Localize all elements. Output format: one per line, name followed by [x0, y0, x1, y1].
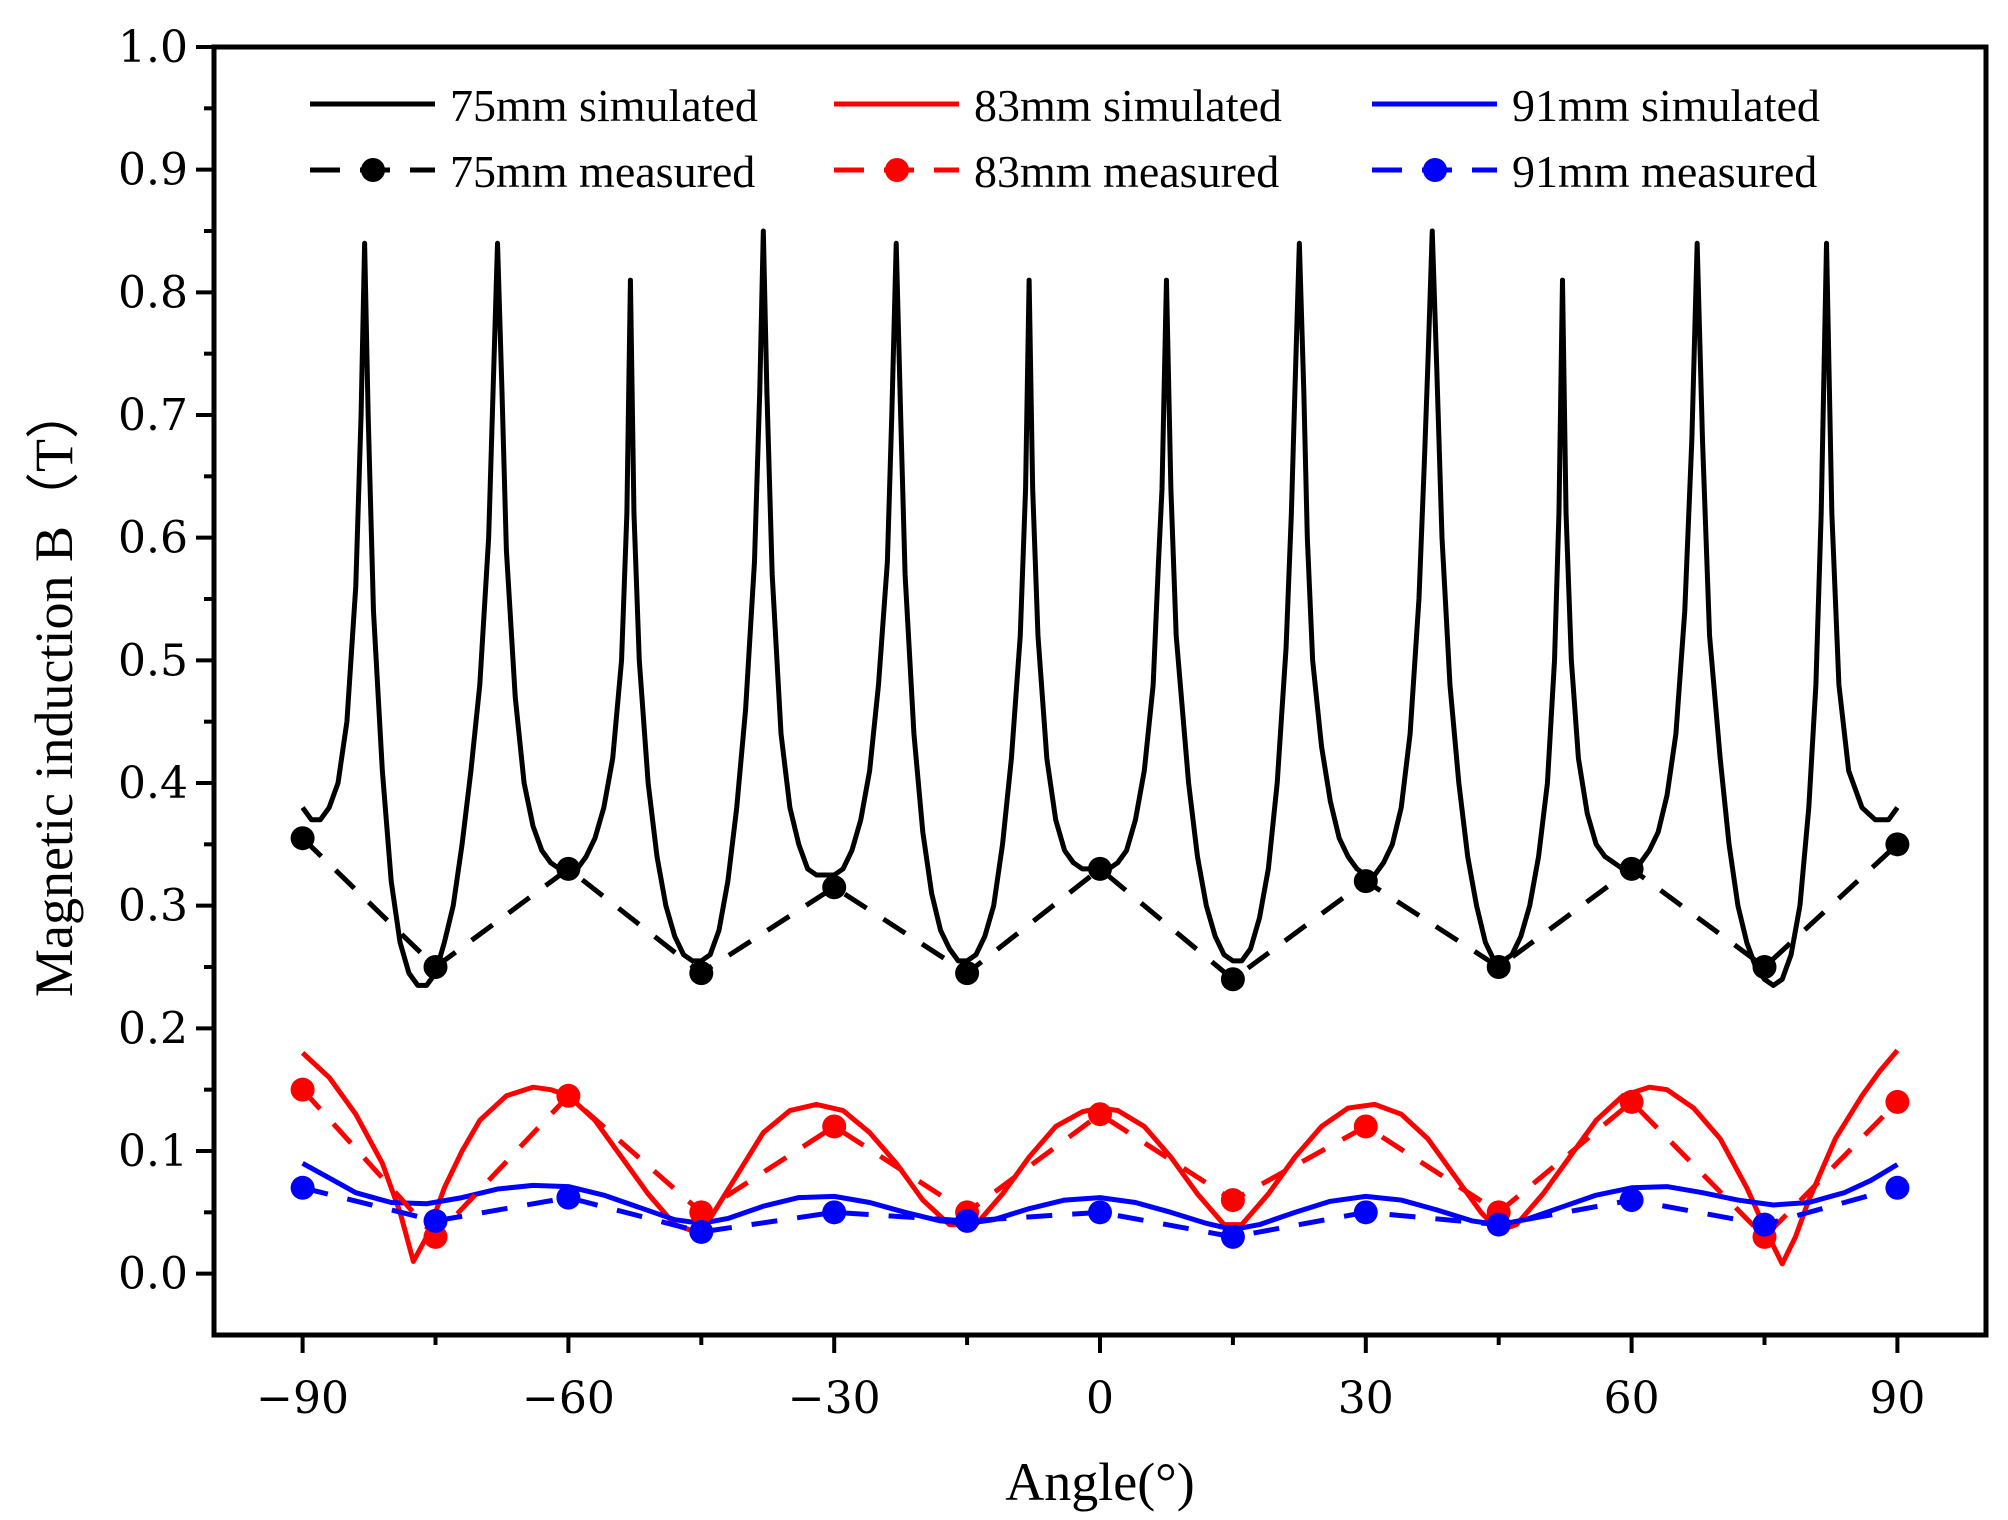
data-point-91mm-measured: [290, 1175, 315, 1200]
data-point-91mm-measured: [1619, 1188, 1644, 1213]
data-point-75mm-measured: [1088, 856, 1112, 881]
data-point-83mm-measured: [1619, 1089, 1644, 1114]
legend-item-83mm-simulated: 83mm simulated: [834, 80, 1282, 131]
data-point-91mm-measured: [955, 1208, 980, 1233]
x-tick-label: −60: [522, 1373, 615, 1424]
data-point-83mm-measured: [689, 1200, 714, 1225]
legend-label: 75mm simulated: [450, 80, 758, 131]
y-axis-title: Magnetic induction B（T）: [24, 385, 84, 997]
data-point-75mm-measured: [1619, 856, 1644, 881]
y-tick-label: 0.4: [118, 758, 188, 809]
data-point-91mm-measured: [1486, 1212, 1511, 1237]
y-tick-label: 0.6: [118, 513, 188, 564]
legend-item-83mm-measured: 83mm measured: [834, 146, 1279, 197]
y-tick-label: 0.2: [118, 1003, 188, 1054]
data-point-75mm-measured: [955, 961, 980, 986]
data-point-91mm-measured: [822, 1200, 847, 1225]
data-point-83mm-measured: [290, 1077, 315, 1102]
legend-label: 91mm simulated: [1512, 80, 1820, 131]
legend-marker: [1423, 158, 1447, 182]
data-point-75mm-measured: [822, 875, 847, 900]
data-point-83mm-measured: [556, 1083, 581, 1108]
legend-label: 83mm simulated: [974, 80, 1282, 131]
data-point-75mm-measured: [290, 826, 315, 851]
data-point-75mm-measured: [556, 856, 581, 881]
data-point-75mm-measured: [423, 955, 448, 979]
data-point-91mm-measured: [1885, 1175, 1910, 1200]
legend-label: 83mm measured: [974, 146, 1279, 197]
data-point-83mm-measured: [822, 1114, 847, 1139]
data-point-91mm-measured: [1088, 1200, 1112, 1225]
y-tick-label: 0.3: [118, 881, 188, 932]
data-point-75mm-measured: [1885, 832, 1910, 857]
marker-layer: [290, 826, 1910, 1249]
data-point-91mm-measured: [1220, 1224, 1245, 1249]
data-point-91mm-measured: [1353, 1200, 1378, 1225]
data-point-83mm-measured: [1088, 1102, 1112, 1127]
axis-tick-labels: −90 −60 −30 0 30 60 90 0.0 0.1 0.2 0.3 0.4 0.5 0.6 0.7…: [118, 22, 1925, 1424]
data-point-83mm-measured: [1885, 1089, 1910, 1114]
data-point-75mm-measured: [1353, 869, 1378, 894]
x-tick-label: 30: [1338, 1373, 1394, 1424]
data-point-75mm-measured: [689, 961, 714, 986]
data-point-83mm-measured: [1220, 1188, 1245, 1213]
legend-marker: [885, 158, 909, 182]
data-point-91mm-measured: [423, 1208, 448, 1233]
legend-label: 75mm measured: [450, 146, 755, 197]
legend-item-91mm-simulated: 91mm simulated: [1372, 80, 1820, 131]
x-tick-label: 60: [1604, 1373, 1660, 1424]
x-tick-label: −90: [256, 1373, 349, 1424]
data-point-91mm-measured: [1752, 1212, 1777, 1237]
legend-label: 91mm measured: [1512, 146, 1817, 197]
y-tick-label: 0.5: [118, 635, 188, 686]
legend-item-91mm-measured: 91mm measured: [1372, 146, 1817, 197]
y-tick-label: 0.7: [118, 390, 188, 441]
data-point-91mm-measured: [689, 1219, 714, 1244]
x-tick-label: −30: [788, 1373, 881, 1424]
legend: 75mm simulated 83mm simulated 91mm simulat…: [310, 80, 1820, 197]
data-point-83mm-measured: [1353, 1114, 1378, 1139]
legend-item-75mm-measured: 75mm measured: [310, 146, 755, 197]
y-tick-label: 0.9: [118, 145, 188, 196]
y-tick-label: 0.1: [118, 1126, 188, 1177]
x-tick-label: 0: [1086, 1373, 1114, 1424]
y-tick-label: 0.8: [118, 267, 188, 318]
legend-marker: [361, 158, 385, 182]
y-tick-label: 1.0: [118, 22, 188, 73]
data-point-91mm-measured: [556, 1185, 581, 1210]
data-point-75mm-measured: [1486, 955, 1511, 979]
x-tick-label: 90: [1869, 1373, 1925, 1424]
plot-area-frame: [211, 44, 1989, 1338]
y-tick-label: 0.0: [118, 1249, 188, 1300]
x-axis-title: Angle(°): [1005, 1452, 1195, 1512]
legend-item-75mm-simulated: 75mm simulated: [310, 80, 758, 131]
data-point-75mm-measured: [1752, 955, 1777, 979]
data-point-75mm-measured: [1220, 967, 1245, 992]
